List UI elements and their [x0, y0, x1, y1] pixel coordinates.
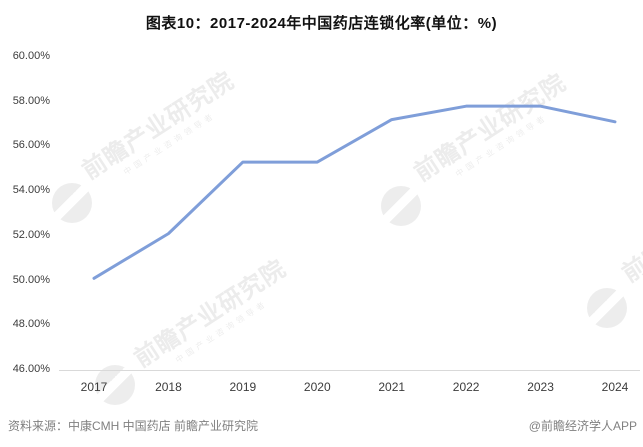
- y-tick-label: 52.00%: [12, 228, 50, 241]
- watermark: 前瞻产业研究院 中国产业咨询领导者: [404, 62, 581, 199]
- watermark-subtext: 中国产业咨询领导者: [122, 110, 218, 177]
- x-tick-label: 2019: [229, 380, 257, 394]
- x-tick-label: 2023: [527, 380, 554, 394]
- y-tick-label: 54.00%: [12, 184, 50, 197]
- qianzhan-logo-icon: [52, 183, 92, 223]
- x-tick-label: 2020: [303, 380, 331, 394]
- x-tick-label: 2021: [378, 380, 406, 394]
- series-line: [92, 104, 617, 280]
- y-tick-label: 58.00%: [12, 94, 50, 107]
- watermark-text: 前瞻产业研究院: [77, 67, 240, 185]
- x-axis-line: [59, 370, 640, 371]
- x-tick-label: 2018: [155, 380, 182, 394]
- y-tick-label: 50.00%: [12, 273, 50, 286]
- watermark: 前瞻产业研究院 中国产业咨询领导者: [72, 60, 249, 197]
- watermark-text: 前瞻产业研究院: [129, 255, 292, 373]
- watermark-subtext: 中国产业咨询领导者: [631, 193, 643, 300]
- y-tick-label: 56.00%: [12, 139, 50, 152]
- qianzhan-logo-icon: [587, 288, 627, 328]
- qianzhan-logo-icon: [381, 186, 421, 226]
- x-tick-label: 2022: [452, 380, 480, 394]
- watermark-text: 前瞻产业研究院: [617, 170, 643, 288]
- y-tick-label: 60.00%: [12, 50, 50, 62]
- x-tick-label: 2017: [80, 380, 108, 394]
- y-tick-label: 48.00%: [12, 318, 50, 331]
- chart-title: 图表10：2017-2024年中国药店连锁化率(单位：%): [145, 15, 498, 32]
- y-tick-label: 46.00%: [12, 363, 50, 375]
- x-tick-label: 2024: [601, 380, 629, 394]
- watermark: 前瞻产业研究院 中国产业咨询领导者: [124, 248, 301, 385]
- watermark-text: 前瞻产业研究院: [409, 69, 572, 187]
- source-note: 资料来源：中康CMH 中国药店 前瞻产业研究院: [8, 419, 258, 433]
- watermark-subtext: 中国产业咨询领导者: [454, 112, 550, 179]
- watermark: 前瞻产业研究院 中国产业咨询领导者: [612, 163, 643, 300]
- credit-note: @前瞻经济学人APP: [528, 419, 637, 433]
